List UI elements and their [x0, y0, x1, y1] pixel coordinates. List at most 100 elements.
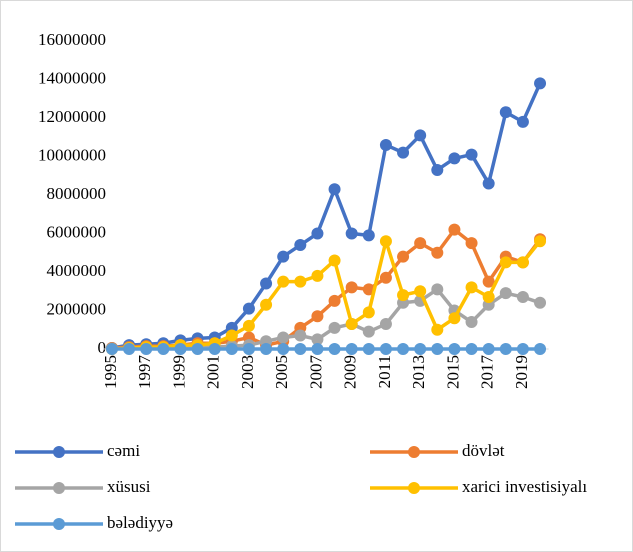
series-marker — [362, 306, 375, 319]
series-marker — [345, 227, 358, 240]
series-marker — [294, 343, 307, 355]
series-marker — [414, 343, 427, 355]
series-marker — [448, 343, 461, 355]
x-tick-label: 2017 — [478, 354, 497, 389]
series-marker — [465, 281, 478, 294]
y-tick-label: 8000000 — [47, 184, 107, 203]
x-tick-label: 1997 — [135, 355, 154, 390]
series-marker — [294, 329, 307, 342]
series-marker — [362, 283, 375, 296]
series-marker — [328, 294, 341, 307]
series-marker — [431, 343, 444, 355]
series-marker — [277, 275, 290, 288]
y-tick-label: 12000000 — [38, 107, 106, 126]
x-tick-label: 2019 — [512, 355, 531, 389]
y-tick-label: 6000000 — [47, 222, 107, 241]
series-marker — [191, 343, 204, 355]
series-marker — [123, 343, 136, 355]
x-tick-label: 2009 — [341, 355, 360, 389]
series-marker — [516, 115, 529, 128]
series-marker — [277, 343, 290, 355]
series-marker — [345, 317, 358, 330]
series-marker — [431, 283, 444, 296]
x-tick-label: 2005 — [272, 355, 291, 389]
series-marker — [465, 237, 478, 250]
series-marker — [140, 343, 153, 355]
series-marker — [482, 177, 495, 190]
x-tick-label: 2003 — [238, 355, 257, 389]
series-marker — [294, 239, 307, 252]
series-marker — [465, 148, 478, 161]
series-marker — [311, 310, 324, 323]
series-marker — [465, 316, 478, 329]
legend-label: xüsusi — [107, 477, 151, 496]
series-marker — [516, 343, 529, 355]
series-marker — [448, 152, 461, 165]
x-tick-label: 1995 — [101, 355, 120, 389]
series-marker — [414, 129, 427, 142]
series-marker — [379, 138, 392, 151]
series-marker — [345, 281, 358, 294]
y-tick-label: 4000000 — [47, 261, 107, 280]
series-marker — [225, 343, 238, 355]
y-tick-label: 16000000 — [38, 30, 106, 49]
legend-marker — [408, 446, 420, 458]
y-tick-label: 0 — [98, 338, 107, 357]
series-marker — [242, 319, 255, 332]
series-marker — [397, 343, 410, 355]
series-marker — [482, 343, 495, 355]
series-marker — [362, 325, 375, 338]
series-marker — [311, 333, 324, 346]
series-marker — [311, 343, 324, 355]
x-tick-label: 2013 — [409, 355, 428, 389]
series-marker — [414, 285, 427, 298]
series-marker — [242, 343, 255, 355]
series-marker — [516, 291, 529, 304]
series-marker — [516, 256, 529, 269]
y-tick-label: 2000000 — [47, 299, 107, 318]
series-marker — [277, 331, 290, 344]
series-marker — [431, 246, 444, 259]
series-marker — [499, 256, 512, 269]
series-marker — [379, 317, 392, 330]
legend-marker — [408, 482, 420, 494]
legend-marker — [53, 446, 65, 458]
series-marker — [534, 235, 547, 248]
series-marker — [345, 343, 358, 355]
x-tick-label: 2001 — [204, 355, 223, 389]
legend-marker — [53, 482, 65, 494]
series-marker — [379, 235, 392, 248]
series-marker — [277, 250, 290, 263]
series-marker — [431, 323, 444, 336]
legend-label: dövlət — [462, 441, 505, 460]
series-marker — [379, 343, 392, 355]
series-marker — [105, 343, 118, 355]
legend-label: bələdiyyə — [107, 513, 173, 532]
legend-label: cəmi — [107, 441, 140, 460]
series-marker — [379, 271, 392, 284]
x-tick-label: 2011 — [375, 355, 394, 388]
series-marker — [260, 298, 273, 311]
series-marker — [174, 343, 187, 355]
series-marker — [397, 146, 410, 159]
series-marker — [482, 291, 495, 304]
series-marker — [208, 343, 221, 355]
series-marker — [328, 321, 341, 334]
series-marker — [534, 296, 547, 309]
y-tick-label: 10000000 — [38, 145, 106, 164]
series-marker — [448, 312, 461, 325]
series-marker — [414, 237, 427, 250]
x-tick-label: 2015 — [443, 355, 462, 389]
series-marker — [362, 343, 375, 355]
series-marker — [397, 250, 410, 263]
series-marker — [157, 343, 170, 355]
series-marker — [294, 275, 307, 288]
series-marker — [362, 229, 375, 242]
series-marker — [397, 289, 410, 302]
series-marker — [311, 269, 324, 282]
x-tick-label: 2007 — [306, 355, 325, 390]
series-marker — [225, 329, 238, 342]
series-marker — [242, 302, 255, 315]
series-marker — [431, 163, 444, 176]
